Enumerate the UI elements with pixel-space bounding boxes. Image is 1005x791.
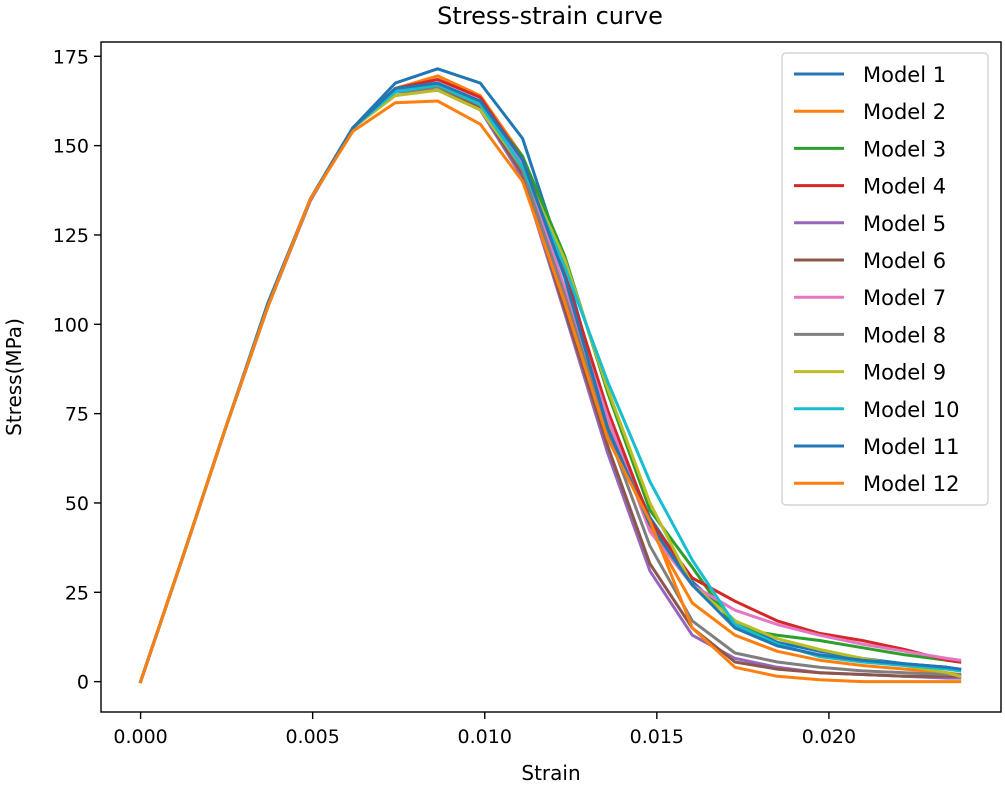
legend-label-7: Model 7 [863, 286, 946, 310]
legend-label-6: Model 6 [863, 249, 946, 273]
series-line-12 [138, 99, 962, 684]
legend-label-1: Model 1 [863, 63, 946, 87]
y-tick-label: 125 [53, 225, 89, 247]
series-layer [138, 67, 962, 684]
x-tick-label: 0.005 [285, 726, 339, 748]
plot-frame [100, 41, 1002, 713]
y-tick-label: 0 [77, 672, 89, 694]
legend-label-9: Model 9 [863, 361, 946, 385]
y-axis-label: Stress(MPa) [2, 318, 26, 436]
x-tick-label: 0.015 [630, 726, 684, 748]
y-tick-label: 50 [65, 493, 89, 515]
legend-label-3: Model 3 [863, 137, 946, 161]
y-tick-label: 175 [53, 46, 89, 68]
legend-label-11: Model 11 [863, 435, 959, 459]
legend-label-8: Model 8 [863, 323, 946, 347]
chart-title: Stress-strain curve [437, 2, 663, 30]
y-tick-label: 100 [53, 314, 89, 336]
x-axis: 0.000 0.005 0.010 0.015 0.020 [113, 712, 856, 748]
x-tick-label: 0.010 [458, 726, 512, 748]
y-tick-label: 25 [65, 582, 89, 604]
legend-label-4: Model 4 [863, 175, 946, 199]
y-tick-label: 150 [53, 136, 89, 158]
y-axis: 0 25 50 75 100 125 150 175 [53, 46, 101, 694]
legend-label-12: Model 12 [863, 472, 959, 496]
legend-box [781, 52, 989, 506]
x-tick-label: 0.000 [113, 726, 167, 748]
x-tick-label: 0.020 [802, 726, 856, 748]
y-tick-label: 75 [65, 404, 89, 426]
legend-label-10: Model 10 [863, 398, 959, 422]
x-axis-label: Strain [521, 761, 580, 785]
legend: Model 1 Model 2 Model 3 Model 4 Model 5 Model… [781, 52, 989, 506]
legend-label-2: Model 2 [863, 100, 946, 124]
legend-label-5: Model 5 [863, 212, 946, 236]
